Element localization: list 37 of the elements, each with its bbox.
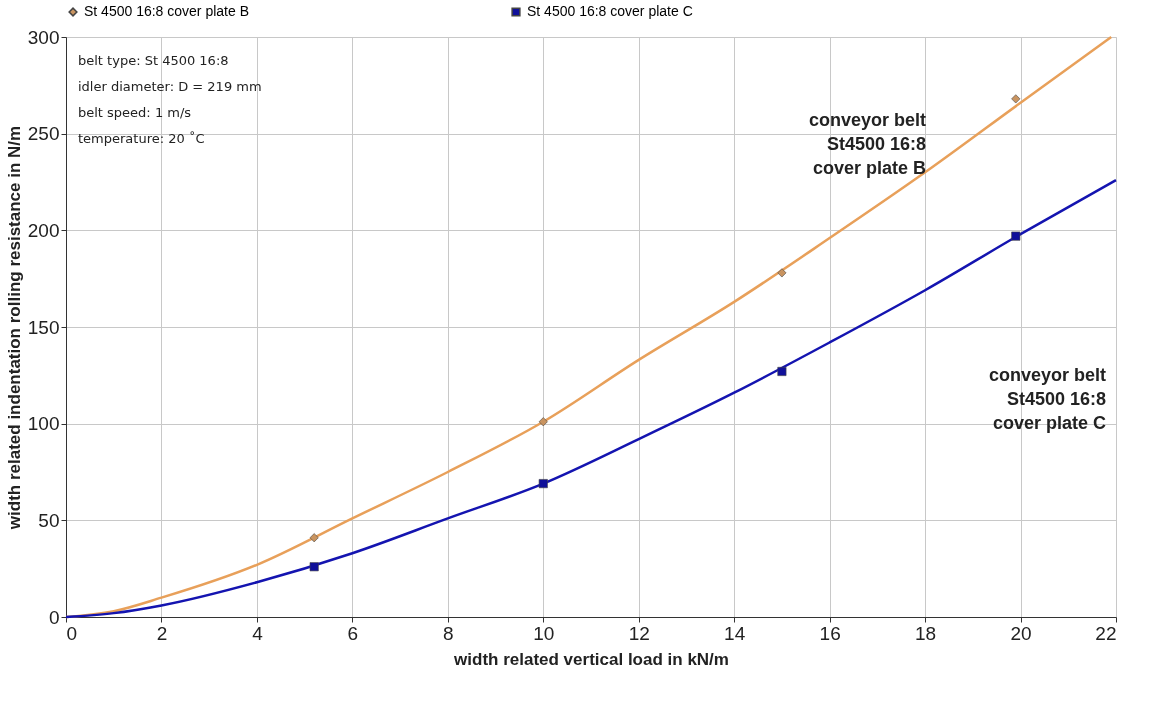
x-axis-title: width related vertical load in kN/m xyxy=(453,649,729,669)
x-tick-label: 0 xyxy=(66,622,78,644)
x-tick-label: 4 xyxy=(252,622,264,644)
point xyxy=(777,268,787,278)
x-tick-label: 12 xyxy=(628,622,650,644)
y-tick-label: 0 xyxy=(48,606,60,628)
x-tick-label: 18 xyxy=(915,622,937,644)
annotation: temperature: 20 ˚C xyxy=(78,131,205,146)
x-tick-label: 20 xyxy=(1010,622,1032,644)
annotation: idler diameter: D = 219 mm xyxy=(78,79,262,94)
x-tick-label: 10 xyxy=(533,622,555,644)
x-tick-label: 22 xyxy=(1095,622,1117,644)
y-axis-title: width related indentation rolling resistance in N/m xyxy=(4,125,24,531)
y-tick-label: 300 xyxy=(27,26,60,48)
x-tick-label: 6 xyxy=(347,622,359,644)
annotation: belt speed: 1 m/s xyxy=(78,105,192,120)
y-tick-label: 100 xyxy=(27,413,60,435)
y-tick-label: 150 xyxy=(27,316,60,338)
point xyxy=(538,417,548,427)
annotation: conveyor belt St4500 16:8 cover plate C xyxy=(988,365,1106,433)
point xyxy=(538,479,548,489)
legend-label: St 4500 16:8 cover plate B xyxy=(84,3,249,19)
point xyxy=(309,562,319,572)
legend-label: St 4500 16:8 cover plate C xyxy=(527,3,693,19)
annotation: conveyor belt St4500 16:8 cover plate B xyxy=(808,110,926,178)
y-tick-label: 250 xyxy=(27,123,60,145)
point xyxy=(1011,94,1021,104)
point xyxy=(777,366,787,376)
y-tick-label: 200 xyxy=(27,219,60,241)
point xyxy=(309,533,319,543)
x-tick-label: 8 xyxy=(443,622,454,644)
x-tick-label: 2 xyxy=(156,622,168,644)
x-tick-label: 14 xyxy=(724,622,746,644)
y-tick-label: 50 xyxy=(38,509,60,531)
point xyxy=(1011,231,1021,241)
x-tick-label: 16 xyxy=(819,622,841,644)
annotation: belt type: St 4500 16:8 xyxy=(78,53,229,68)
